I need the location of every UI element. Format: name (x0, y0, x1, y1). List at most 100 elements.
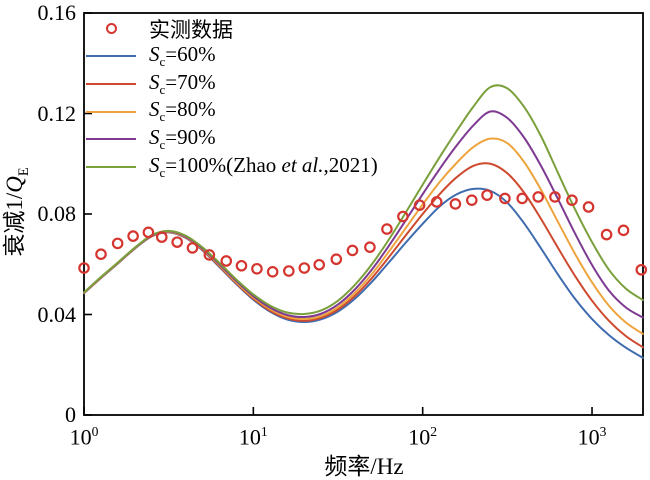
data-point (381, 223, 393, 235)
legend-label: Sc=60% (149, 42, 216, 70)
data-point (203, 249, 216, 261)
curve-sc100 (83, 84, 644, 316)
y-axis-label: 衰减1/QE (0, 167, 33, 256)
data-point (95, 248, 107, 260)
text-segment: c (159, 164, 166, 180)
data-point (516, 192, 529, 205)
text-segment: 10 (238, 424, 261, 450)
text-segment: c (159, 137, 166, 153)
text-segment: =80% (165, 97, 216, 122)
line-glyph (86, 165, 136, 168)
data-point (283, 265, 295, 277)
y-tick-label: 0.12 (37, 100, 77, 126)
measured-data-points (78, 189, 648, 278)
y-tick-label: 0 (65, 402, 76, 427)
text-segment: 1 (260, 424, 268, 439)
text-segment: =90% (165, 125, 216, 150)
legend-label: Sc=100%(Zhao et al.,2021) (149, 153, 378, 181)
data-point (449, 198, 462, 210)
text-segment: S (149, 152, 160, 177)
legend-item-sc100: Sc=100%(Zhao et al.,2021) (86, 153, 378, 181)
text-segment: 2 (430, 424, 438, 439)
open-circle-marker-icon (86, 23, 136, 35)
legend-label: 实测数据 (149, 14, 233, 44)
data-point (532, 191, 544, 203)
data-point (617, 224, 630, 237)
line-glyph (86, 55, 136, 58)
legend-label: Sc=80% (149, 97, 216, 125)
data-point (142, 226, 155, 239)
legend-item-sc70: Sc=70% (86, 70, 378, 98)
legend-item-measured: 实测数据 (86, 15, 378, 43)
text-segment: S (149, 97, 160, 122)
line-glyph (86, 82, 136, 85)
x-tick-label: 100 (39, 419, 129, 450)
data-point (481, 189, 493, 201)
data-point (127, 230, 139, 242)
legend-item-sc60: Sc=60% (86, 42, 378, 71)
text-segment: 0 (91, 424, 99, 439)
data-point (111, 237, 124, 250)
line-swatch-icon (86, 165, 136, 168)
text-segment: 实测数据 (149, 17, 233, 42)
x-tick-label: 101 (208, 419, 298, 450)
data-point (251, 262, 263, 275)
y-tick-label: 0.16 (37, 0, 77, 25)
text-segment: c (159, 82, 166, 98)
line-swatch-icon (86, 110, 136, 113)
data-point (364, 241, 376, 253)
line-swatch-icon (86, 55, 136, 58)
text-segment: E (15, 167, 32, 177)
text-segment: 10 (577, 424, 600, 450)
data-point (186, 242, 199, 254)
curve-sc70 (83, 162, 644, 349)
text-segment: c (159, 54, 166, 70)
data-point (171, 236, 183, 248)
y-tick-label: 0.04 (37, 301, 77, 327)
data-point (155, 231, 168, 243)
text-segment: c (159, 109, 166, 125)
data-point (465, 194, 478, 206)
line-swatch-icon (86, 82, 136, 85)
data-point (499, 192, 511, 205)
legend-item-sc80: Sc=80% (86, 97, 378, 126)
text-segment: ,2021) (323, 152, 378, 177)
text-segment: 10 (69, 424, 92, 450)
data-point (397, 210, 409, 223)
text-segment: =70% (165, 69, 216, 94)
data-point (430, 196, 443, 208)
text-segment: S (149, 69, 160, 94)
text-segment: 10 (408, 424, 431, 450)
data-point (635, 263, 648, 276)
text-segment: 3 (599, 424, 607, 439)
data-point (346, 244, 359, 257)
line-swatch-icon (86, 138, 136, 141)
data-point (298, 262, 311, 274)
legend-label: Sc=70% (149, 70, 216, 98)
y-tick-label: 0.08 (37, 201, 77, 226)
data-point (582, 201, 595, 213)
data-point (266, 265, 279, 278)
data-point (330, 253, 343, 266)
data-point (235, 259, 248, 272)
data-point (600, 228, 613, 241)
x-axis-label: 频率/Hz (324, 454, 404, 479)
legend-item-sc90: Sc=90% (86, 125, 378, 153)
text-segment: =100%(Zhao (165, 152, 282, 177)
open-circle-glyph (105, 23, 117, 35)
legend-label: Sc=90% (149, 125, 216, 153)
x-tick-label: 102 (378, 419, 468, 450)
text-segment: et al. (281, 152, 324, 177)
text-segment: =60% (165, 42, 216, 67)
x-tick-label: 103 (547, 419, 637, 450)
data-point (566, 194, 578, 206)
line-glyph (86, 110, 136, 113)
legend: 实测数据 Sc=60% Sc=70% Sc=80% Sc=90% Sc=100%(Zhao… (86, 15, 378, 181)
data-point (549, 191, 561, 203)
line-glyph (86, 138, 136, 141)
text-segment: 衰减1/ (2, 192, 28, 257)
data-point (313, 258, 326, 271)
curve-sc60 (83, 187, 644, 359)
